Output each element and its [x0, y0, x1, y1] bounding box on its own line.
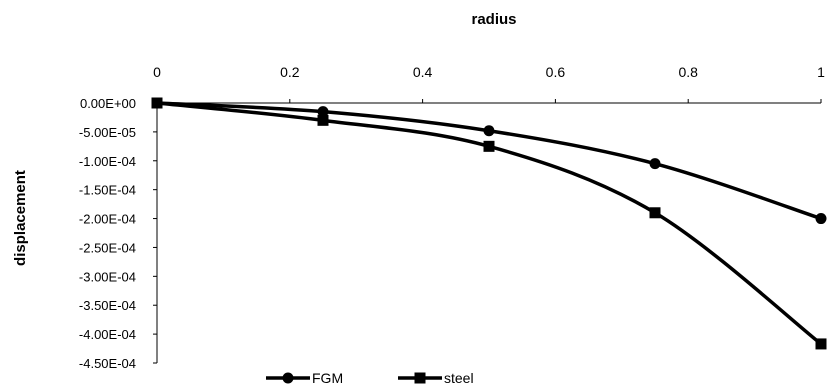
legend-marker-steel: [414, 372, 426, 384]
x-tick-label: 0.8: [678, 64, 698, 80]
y-tick-label: -5.00E-05: [79, 125, 136, 140]
legend-label-fgm: FGM: [312, 370, 343, 386]
legend-label-steel: steel: [444, 370, 474, 386]
x-tick-label: 0.4: [413, 64, 433, 80]
data-point-fgm: [649, 158, 661, 170]
series-line-steel: [156, 101, 823, 346]
data-point-steel: [483, 140, 495, 152]
y-tick-label: -4.50E-04: [79, 356, 136, 371]
axis-lines: [153, 99, 822, 364]
series-group: [151, 97, 827, 350]
data-point-fgm: [815, 213, 827, 225]
x-tick-label: 1: [817, 64, 825, 80]
data-point-fgm: [483, 125, 495, 137]
x-axis-title-group: radius: [471, 11, 516, 28]
y-tick-label: -2.50E-04: [79, 240, 136, 255]
y-tick-label: -1.00E-04: [79, 154, 136, 169]
y-tick-label: 0.00E+00: [80, 96, 136, 111]
y-tick-label: -2.00E-04: [79, 212, 136, 227]
x-tick-label: 0.6: [546, 64, 566, 80]
x-axis-title: radius: [471, 11, 516, 28]
y-tick-label: -3.00E-04: [79, 269, 136, 284]
y-tick-label: -1.50E-04: [79, 183, 136, 198]
series-line-fgm: [156, 101, 822, 221]
y-axis-title-group: displacement: [12, 170, 29, 266]
y-tick-label: -3.50E-04: [79, 298, 136, 313]
data-point-steel: [151, 97, 163, 109]
x-tick-label: 0.2: [280, 64, 300, 80]
legend: FGM steel: [266, 370, 474, 386]
data-point-steel: [317, 114, 329, 126]
data-point-steel: [815, 338, 827, 350]
y-tick-label: -4.00E-04: [79, 327, 136, 342]
data-point-steel: [649, 207, 661, 219]
legend-marker-fgm: [282, 372, 294, 384]
y-axis-title: displacement: [12, 170, 29, 266]
y-tick-labels: 0.00E+00 -5.00E-05 -1.00E-04 -1.50E-04 -2.00…: [79, 96, 136, 371]
x-tick-label: 0: [153, 64, 161, 80]
data-point-fgm: [317, 106, 329, 118]
x-tick-labels: 0 0.2 0.4 0.6 0.8 1: [153, 64, 825, 80]
